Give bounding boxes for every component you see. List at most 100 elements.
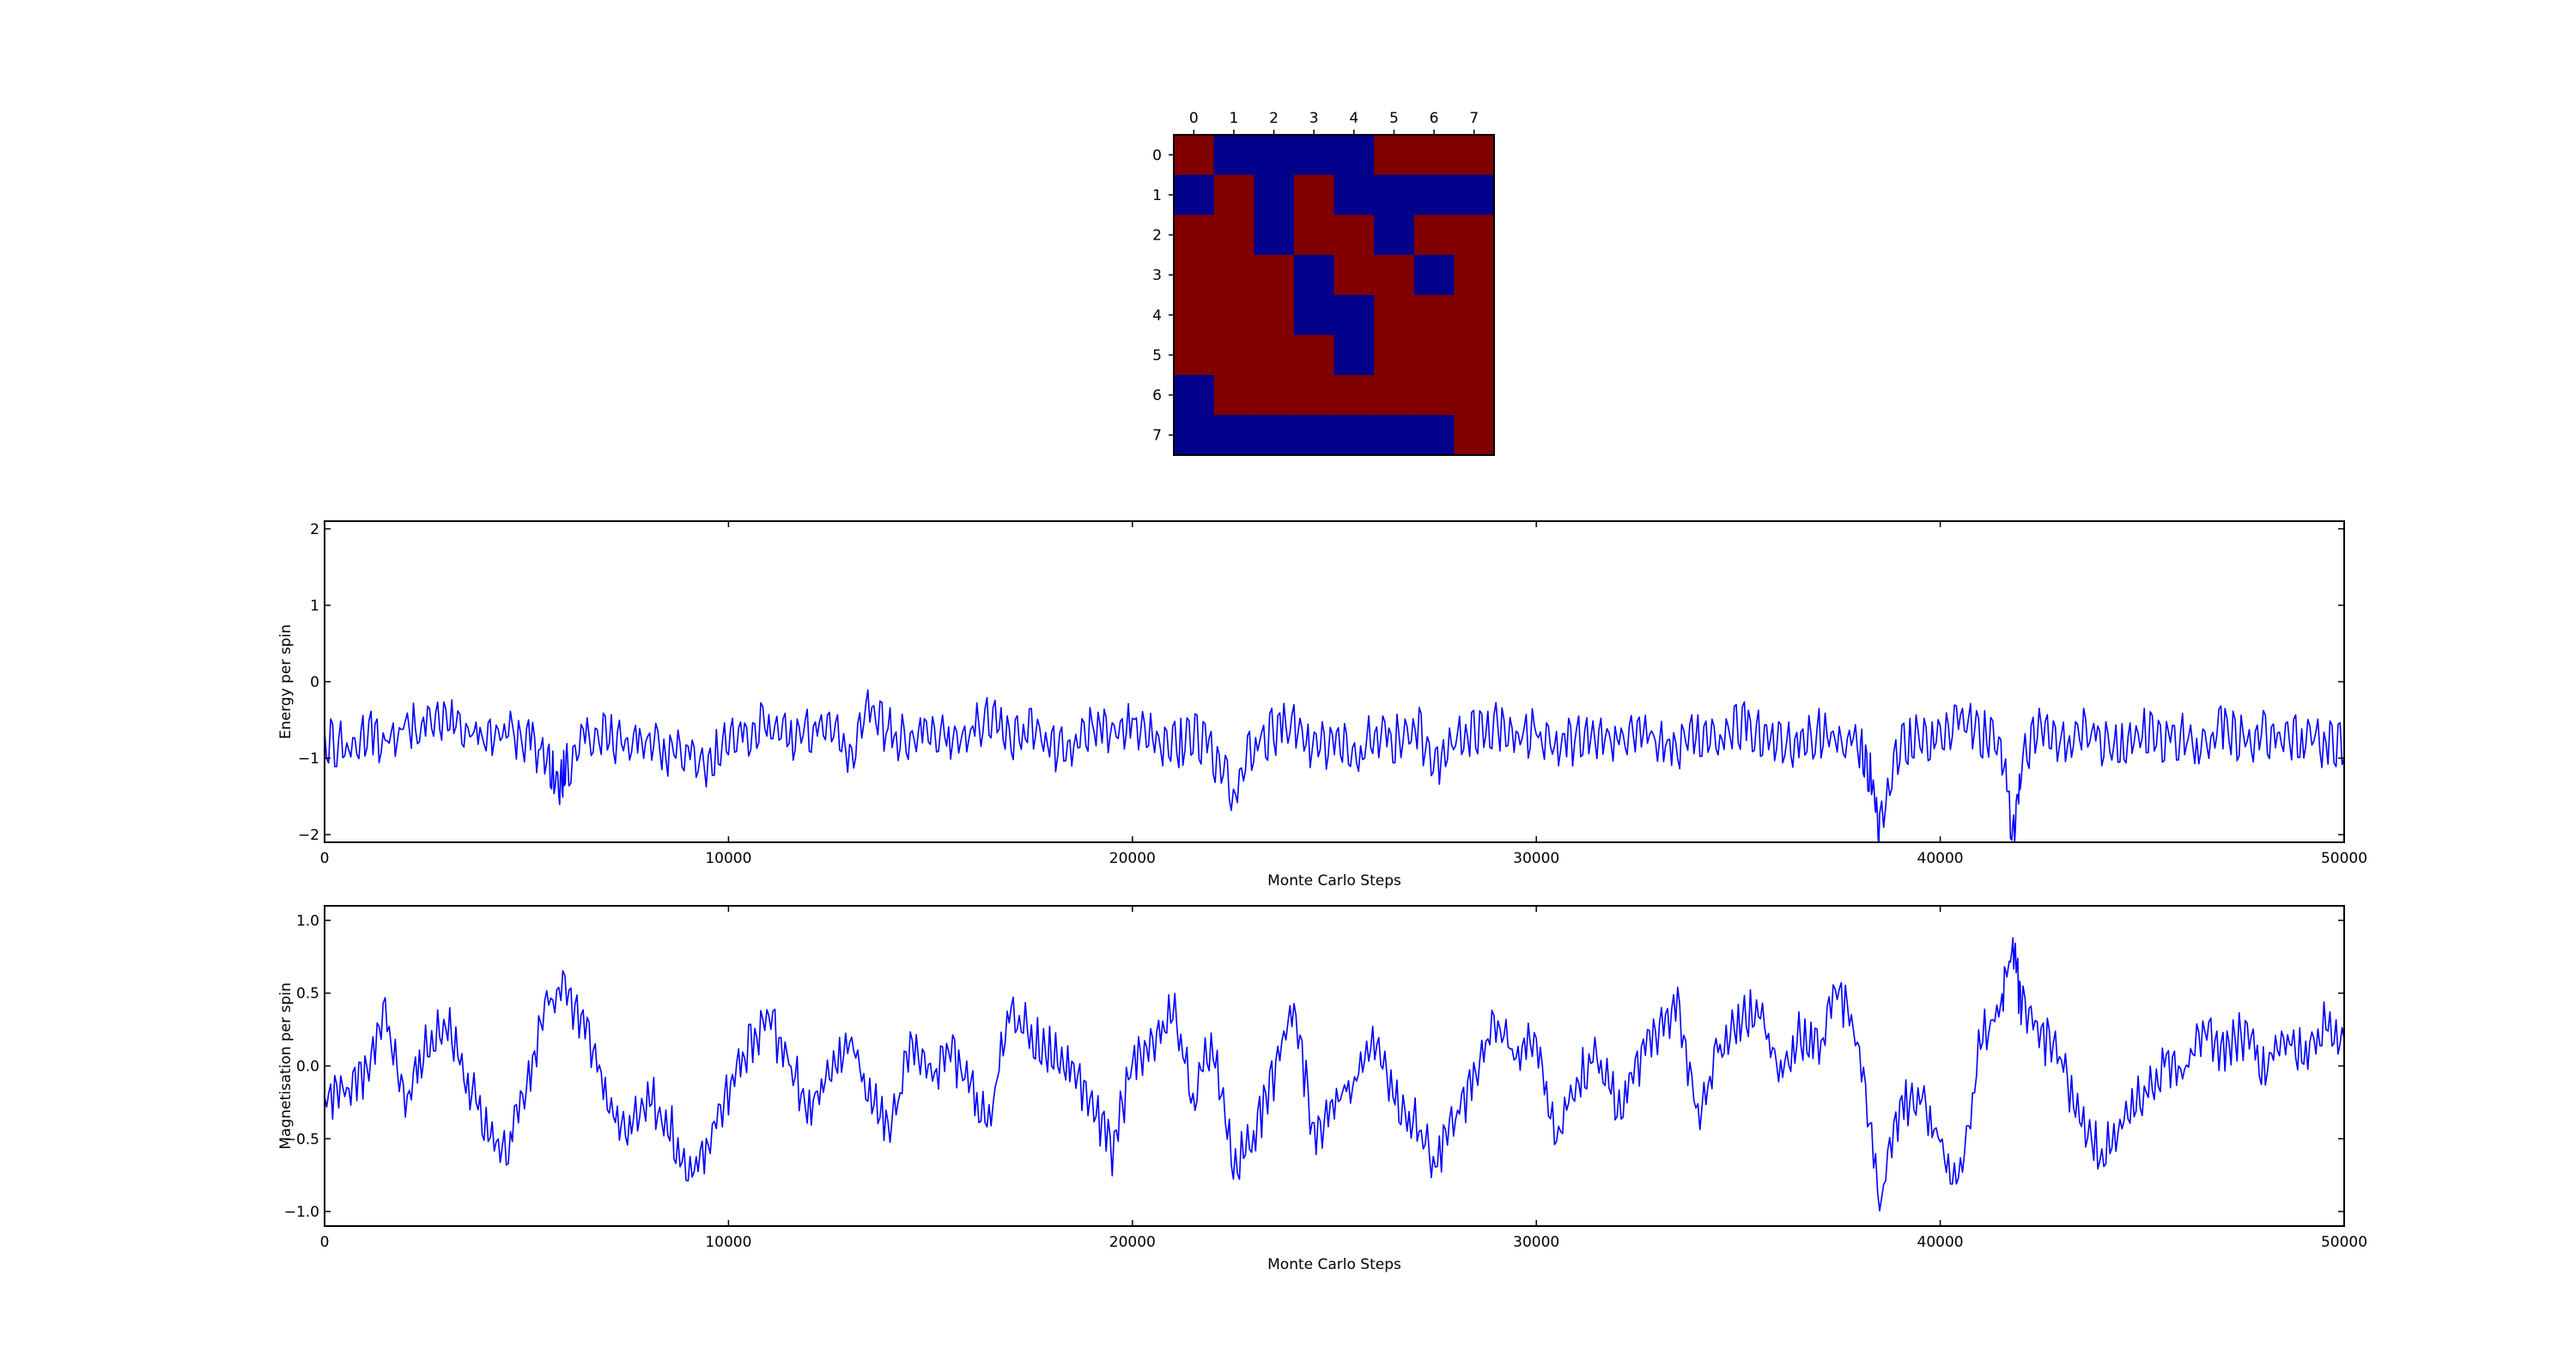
heatmap-cell-0-7 xyxy=(1454,135,1495,176)
y-tick-label: 0 xyxy=(310,674,319,691)
heatmap-x-tick-label: 1 xyxy=(1230,110,1239,127)
heatmap-y-tick-label: 2 xyxy=(1152,228,1162,245)
y-tick-label: −1.0 xyxy=(284,1204,319,1221)
heatmap-y-tick-label: 0 xyxy=(1152,147,1162,164)
heatmap-cell-4-3 xyxy=(1293,294,1334,336)
heatmap-x-tick-label: 0 xyxy=(1189,110,1199,127)
heatmap-x-tick-label: 7 xyxy=(1469,110,1479,127)
heatmap-cell-2-7 xyxy=(1454,215,1495,256)
spin-lattice-heatmap: 0 1 2 3 4 5 6 7 0 1 2 3 4 5 6 7 xyxy=(1152,110,1495,456)
heatmap-cell-1-7 xyxy=(1454,174,1495,216)
y-tick-label: 1 xyxy=(310,598,319,615)
heatmap-cell-7-2 xyxy=(1254,415,1295,456)
heatmap-cell-2-5 xyxy=(1374,215,1415,256)
heatmap-x-tick-label: 5 xyxy=(1389,110,1399,127)
heatmap-cell-3-4 xyxy=(1334,254,1375,295)
magnetisation-per-spin-chart: 0 10000 20000 30000 40000 50000 −1.0 −0.5 0.0 0.5… xyxy=(277,905,2367,1273)
heatmap-cell-4-4 xyxy=(1334,294,1375,336)
heatmap-cell-1-0 xyxy=(1174,174,1215,216)
y-tick-label: −0.5 xyxy=(284,1131,319,1148)
heatmap-cell-0-2 xyxy=(1254,135,1295,176)
heatmap-cell-7-4 xyxy=(1334,415,1375,456)
y-tick-label: 0.5 xyxy=(296,986,319,1003)
heatmap-cell-4-1 xyxy=(1213,294,1255,336)
heatmap-cell-3-0 xyxy=(1174,254,1215,295)
x-tick-label: 10000 xyxy=(705,1234,751,1251)
heatmap-cell-0-0 xyxy=(1174,135,1215,176)
heatmap-x-tick-label: 3 xyxy=(1309,110,1319,127)
heatmap-cell-1-4 xyxy=(1334,174,1375,216)
heatmap-cell-6-5 xyxy=(1374,374,1415,416)
heatmap-cell-5-4 xyxy=(1334,335,1375,376)
heatmap-cell-5-2 xyxy=(1254,335,1295,376)
x-tick-label: 30000 xyxy=(1513,1234,1559,1251)
heatmap-cell-4-6 xyxy=(1413,294,1455,336)
x-tick-label: 10000 xyxy=(705,850,751,867)
heatmap-y-tick-label: 1 xyxy=(1152,187,1162,204)
heatmap-cell-5-7 xyxy=(1454,335,1495,376)
heatmap-cell-6-4 xyxy=(1334,374,1375,416)
heatmap-cell-5-1 xyxy=(1213,335,1255,376)
x-tick-label: 50000 xyxy=(2321,850,2367,867)
heatmap-x-tick-label: 4 xyxy=(1349,110,1358,127)
heatmap-cell-2-0 xyxy=(1174,215,1215,256)
heatmap-y-tick-label: 6 xyxy=(1152,387,1162,404)
heatmap-cell-5-6 xyxy=(1413,335,1455,376)
x-axis-label: Monte Carlo Steps xyxy=(1267,872,1401,890)
heatmap-cell-4-2 xyxy=(1254,294,1295,336)
plot-frame xyxy=(324,520,2345,843)
heatmap-cell-7-5 xyxy=(1374,415,1415,456)
x-tick-label: 20000 xyxy=(1109,850,1156,867)
heatmap-cell-6-6 xyxy=(1413,374,1455,416)
heatmap-cell-0-3 xyxy=(1293,135,1334,176)
energy-per-spin-chart: 0 10000 20000 30000 40000 50000 −2 −1 0 1 2 Monte C… xyxy=(277,520,2367,890)
heatmap-cell-4-0 xyxy=(1174,294,1215,336)
y-axis-label: Magnetisation per spin xyxy=(277,982,295,1150)
heatmap-cell-1-2 xyxy=(1254,174,1295,216)
heatmap-cell-6-2 xyxy=(1254,374,1295,416)
heatmap-cell-6-0 xyxy=(1174,374,1215,416)
plot-frame xyxy=(324,905,2345,1227)
heatmap-cell-7-7 xyxy=(1454,415,1495,456)
heatmap-cell-2-6 xyxy=(1413,215,1455,256)
heatmap-cell-1-3 xyxy=(1293,174,1334,216)
series-line-0 xyxy=(325,937,2344,1211)
y-tick-label: 0.0 xyxy=(296,1059,319,1076)
heatmap-cell-2-4 xyxy=(1334,215,1375,256)
heatmap-cell-5-0 xyxy=(1174,335,1215,376)
heatmap-x-tick-label: 2 xyxy=(1269,110,1279,127)
y-tick-label: 2 xyxy=(310,521,319,538)
heatmap-y-tick-label: 7 xyxy=(1152,428,1162,445)
heatmap-cell-2-3 xyxy=(1293,215,1334,256)
heatmap-cell-7-1 xyxy=(1213,415,1255,456)
y-axis-label: Energy per spin xyxy=(277,624,295,739)
heatmap-cell-4-7 xyxy=(1454,294,1495,336)
heatmap-cell-4-5 xyxy=(1374,294,1415,336)
heatmap-cell-7-3 xyxy=(1293,415,1334,456)
heatmap-y-tick-label: 5 xyxy=(1152,347,1162,364)
heatmap-cell-6-3 xyxy=(1293,374,1334,416)
heatmap-cell-3-5 xyxy=(1374,254,1415,295)
x-tick-label: 30000 xyxy=(1513,850,1559,867)
heatmap-cell-3-3 xyxy=(1293,254,1334,295)
y-tick-label: −2 xyxy=(298,827,319,844)
heatmap-frame xyxy=(1173,134,1495,456)
heatmap-y-tick-label: 3 xyxy=(1152,267,1162,284)
heatmap-cell-1-6 xyxy=(1413,174,1455,216)
heatmap-cell-5-5 xyxy=(1374,335,1415,376)
heatmap-cell-0-5 xyxy=(1374,135,1415,176)
x-tick-label: 0 xyxy=(320,850,330,867)
heatmap-y-tick-label: 4 xyxy=(1152,307,1162,325)
heatmap-cell-6-7 xyxy=(1454,374,1495,416)
heatmap-cell-3-2 xyxy=(1254,254,1295,295)
x-tick-label: 40000 xyxy=(1917,1234,1964,1251)
y-tick-label: 1.0 xyxy=(296,913,319,930)
series-line-0 xyxy=(325,689,2344,842)
heatmap-cell-2-2 xyxy=(1254,215,1295,256)
x-axis-label: Monte Carlo Steps xyxy=(1267,1256,1401,1273)
heatmap-cell-1-5 xyxy=(1374,174,1415,216)
heatmap-cell-0-6 xyxy=(1413,135,1455,176)
x-tick-label: 20000 xyxy=(1109,1234,1156,1251)
heatmap-cell-6-1 xyxy=(1213,374,1255,416)
